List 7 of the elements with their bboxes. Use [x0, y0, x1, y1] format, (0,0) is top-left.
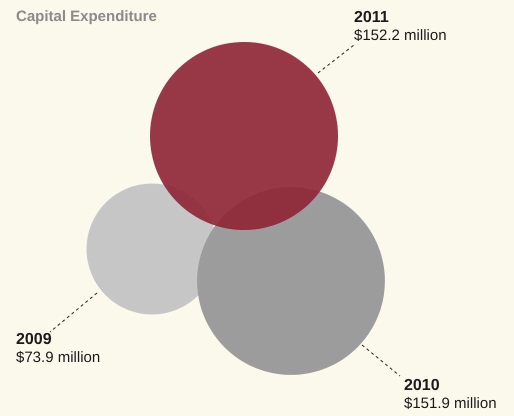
- category-label: 2010: [404, 377, 440, 394]
- category-label: 2011: [354, 9, 389, 26]
- text: Capital Expenditure: [16, 8, 157, 25]
- data-label: $152.2 million: [354, 27, 447, 44]
- data-label: $151.9 million: [404, 395, 497, 412]
- category-label: 2009: [16, 331, 52, 348]
- data-label: $73.9 million: [16, 349, 100, 366]
